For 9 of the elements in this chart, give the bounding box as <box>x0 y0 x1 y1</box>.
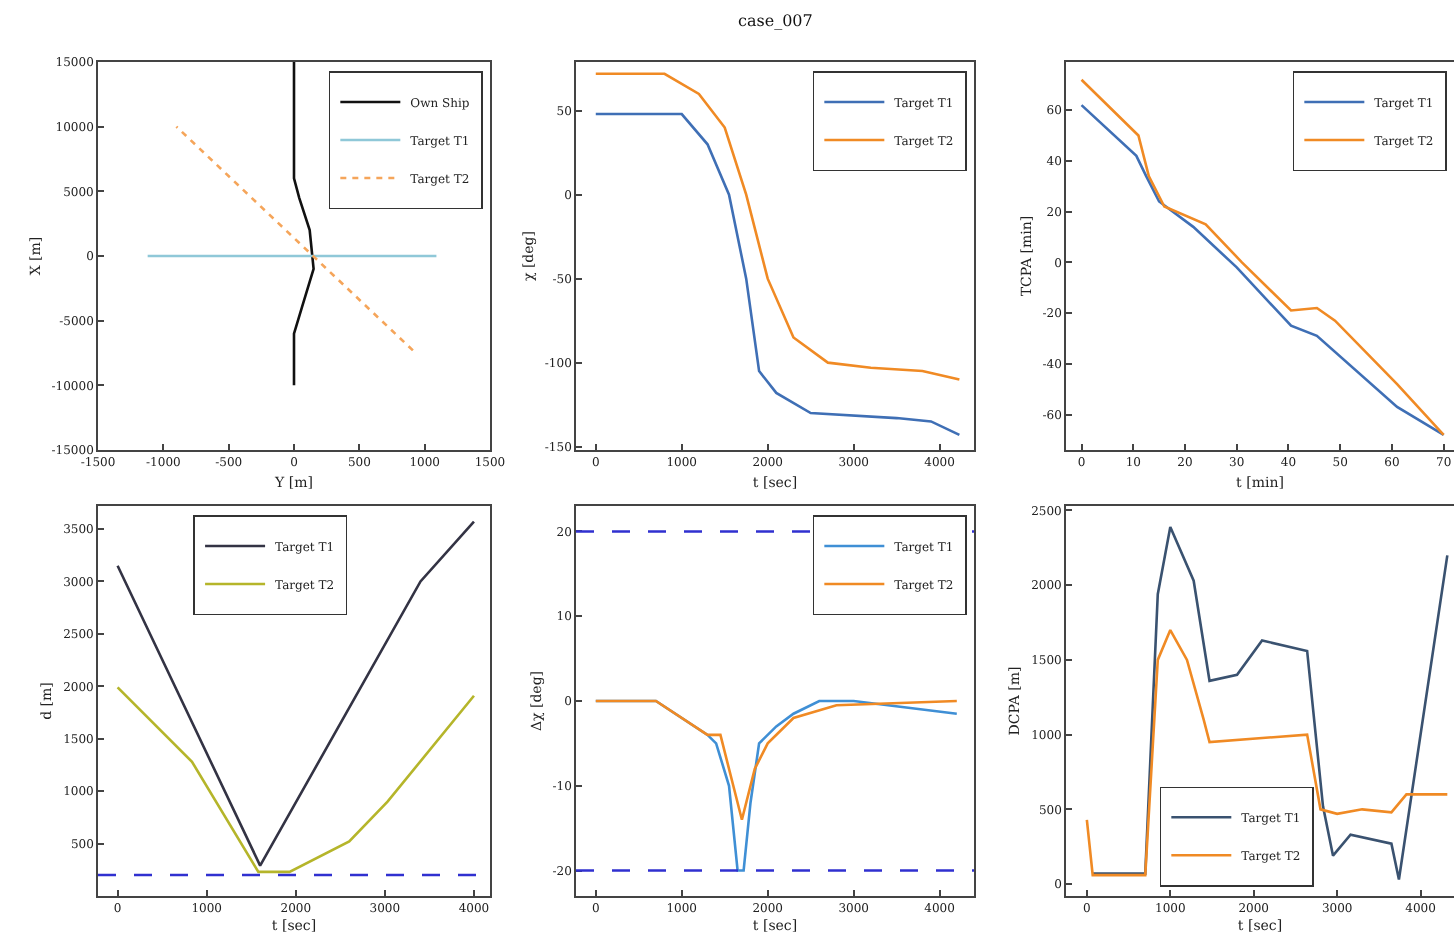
line-series <box>1091 525 1449 881</box>
line-series <box>292 62 315 387</box>
line-series <box>116 520 476 867</box>
line-series <box>594 112 961 437</box>
line-series <box>1085 628 1449 877</box>
chart-title: case_007 <box>738 12 813 30</box>
line-series <box>116 686 476 874</box>
line-series <box>594 72 961 381</box>
line-series <box>594 699 959 821</box>
